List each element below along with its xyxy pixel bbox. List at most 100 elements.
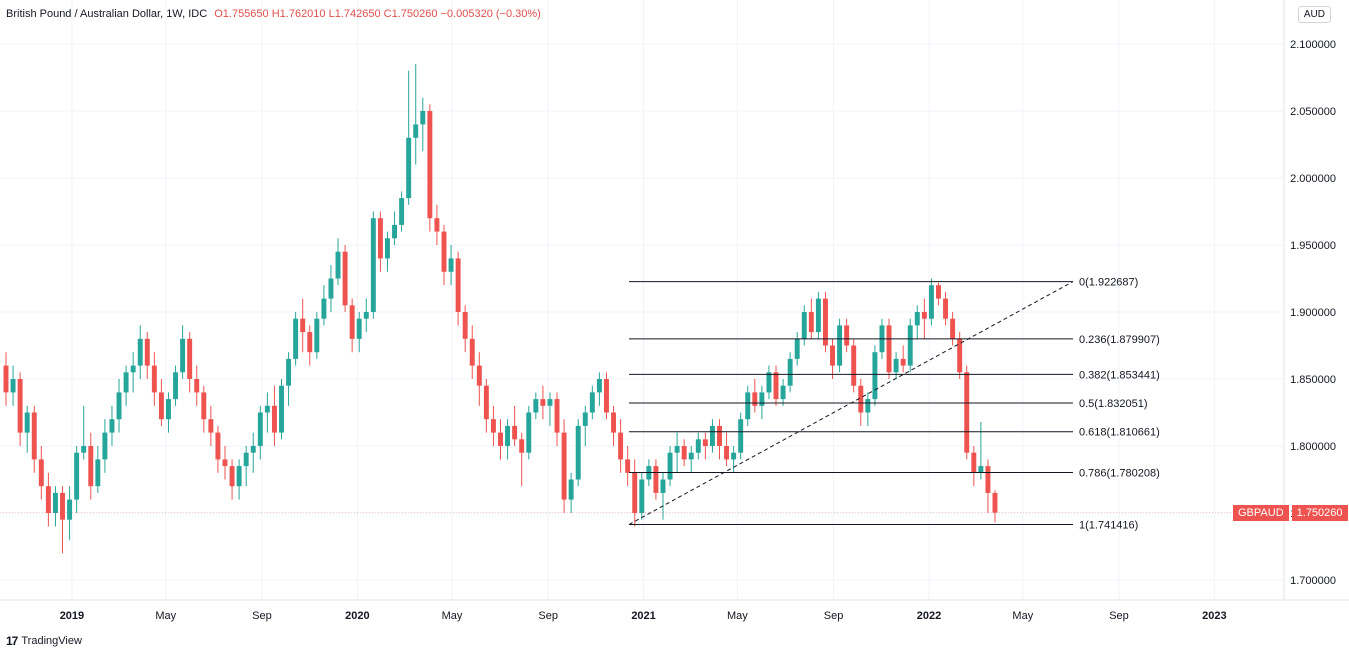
fib-level-label: 0(1.922687) <box>1079 277 1138 289</box>
time-tick-label: May <box>155 610 176 622</box>
candle-body <box>964 372 970 453</box>
candle-body <box>907 325 913 366</box>
candle-body <box>392 224 398 239</box>
candle-body <box>582 412 588 426</box>
fib-level-label: 0.236(1.879907) <box>1079 334 1160 346</box>
candle-body <box>476 365 482 386</box>
time-tick-label: 2023 <box>1202 610 1226 622</box>
candle-body <box>709 425 715 446</box>
candle-body <box>794 338 800 359</box>
candle-body <box>166 399 171 420</box>
chart-grid <box>0 0 1284 600</box>
price-tick-label: 1.850000 <box>1290 374 1336 386</box>
candle-body <box>928 285 934 319</box>
candle-body <box>187 338 193 379</box>
candle-body <box>151 365 157 393</box>
candle-body <box>314 318 320 353</box>
candle-body <box>116 392 122 420</box>
candle-body <box>858 385 864 413</box>
candle-body <box>215 432 221 460</box>
fibonacci-retracement[interactable]: 0(1.922687) 0.236(1.879907) 0.382(1.853441… <box>628 277 1160 532</box>
price-tick-label: 1.950000 <box>1290 240 1336 252</box>
candle-body <box>512 425 518 440</box>
candle-body <box>921 312 927 319</box>
candle-body <box>10 379 16 393</box>
candle-body <box>808 312 814 333</box>
candle-body <box>406 137 412 199</box>
candle-body <box>31 412 37 460</box>
fib-level-label: 1(1.741416) <box>1079 520 1138 532</box>
fib-level-label: 0.5(1.832051) <box>1079 398 1148 410</box>
candle-body <box>773 372 779 400</box>
ohlc-values: O1.755650 H1.762010 L1.742650 C1.750260 … <box>214 8 541 20</box>
candle-body <box>780 385 786 400</box>
candle-body <box>618 432 624 460</box>
tradingview-footer[interactable]: 17 TradingView <box>6 634 82 648</box>
candle-body <box>632 472 638 513</box>
candle-body <box>67 499 73 520</box>
candle-body <box>561 432 567 500</box>
candle-body <box>688 452 694 460</box>
candle-body <box>123 372 129 393</box>
candle-body <box>427 111 433 219</box>
candle-body <box>377 218 383 259</box>
candle-body <box>724 446 730 460</box>
candle-body <box>589 392 595 413</box>
candle-body <box>498 432 503 446</box>
candle-body <box>653 466 659 493</box>
candle-body <box>936 285 941 299</box>
symbol-title[interactable]: British Pound / Australian Dollar, 1W, I… <box>6 8 208 20</box>
candle-body <box>257 412 263 446</box>
candle-body <box>271 405 277 433</box>
candle-body <box>462 312 468 339</box>
candle-body <box>243 452 249 467</box>
candle-body <box>74 452 80 500</box>
candle-body <box>505 425 511 446</box>
candle-body <box>109 419 115 433</box>
time-tick-label: 2022 <box>917 610 941 622</box>
candle-body <box>229 466 235 487</box>
currency-badge[interactable]: AUD <box>1297 6 1331 23</box>
candle-body <box>95 459 101 487</box>
candle-body <box>851 345 857 386</box>
candle-body <box>886 325 892 373</box>
candle-body <box>547 399 553 406</box>
candle-body <box>102 432 108 460</box>
candle-body <box>575 425 581 480</box>
candle-body <box>872 352 878 400</box>
candle-body <box>681 446 687 460</box>
time-tick-label: 2020 <box>345 610 369 622</box>
candle-body <box>52 492 58 513</box>
time-tick-label: May <box>442 610 463 622</box>
candle-body <box>554 399 560 433</box>
price-tag-value: 1.750260 <box>1291 504 1348 521</box>
candle-body <box>455 258 461 312</box>
fib-level-label: 0.382(1.853441) <box>1079 369 1160 381</box>
candle-body <box>702 439 708 446</box>
candle-body <box>469 338 475 366</box>
candle-body <box>363 312 369 319</box>
candle-body <box>413 124 419 138</box>
candle-body <box>667 452 673 480</box>
candle-body <box>236 466 242 487</box>
candle-body <box>81 446 87 453</box>
candle-body <box>822 298 828 346</box>
candle-body <box>830 345 835 366</box>
candle-body <box>130 365 136 373</box>
candle-body <box>441 231 447 272</box>
candle-body <box>321 298 327 319</box>
fib-level-label: 0.618(1.810661) <box>1079 427 1160 439</box>
candle-body <box>399 198 405 225</box>
candle-body <box>540 399 546 406</box>
candle-body <box>483 385 489 420</box>
candle-body <box>370 218 376 312</box>
candle-body <box>3 365 9 393</box>
time-tick-label: Sep <box>824 610 844 622</box>
candle-body <box>568 479 574 500</box>
candle-body <box>971 452 977 473</box>
candle-body <box>201 392 207 420</box>
candle-body <box>900 358 906 366</box>
candle-body <box>349 305 355 339</box>
candle-body <box>328 278 334 299</box>
candle-body <box>88 446 94 487</box>
